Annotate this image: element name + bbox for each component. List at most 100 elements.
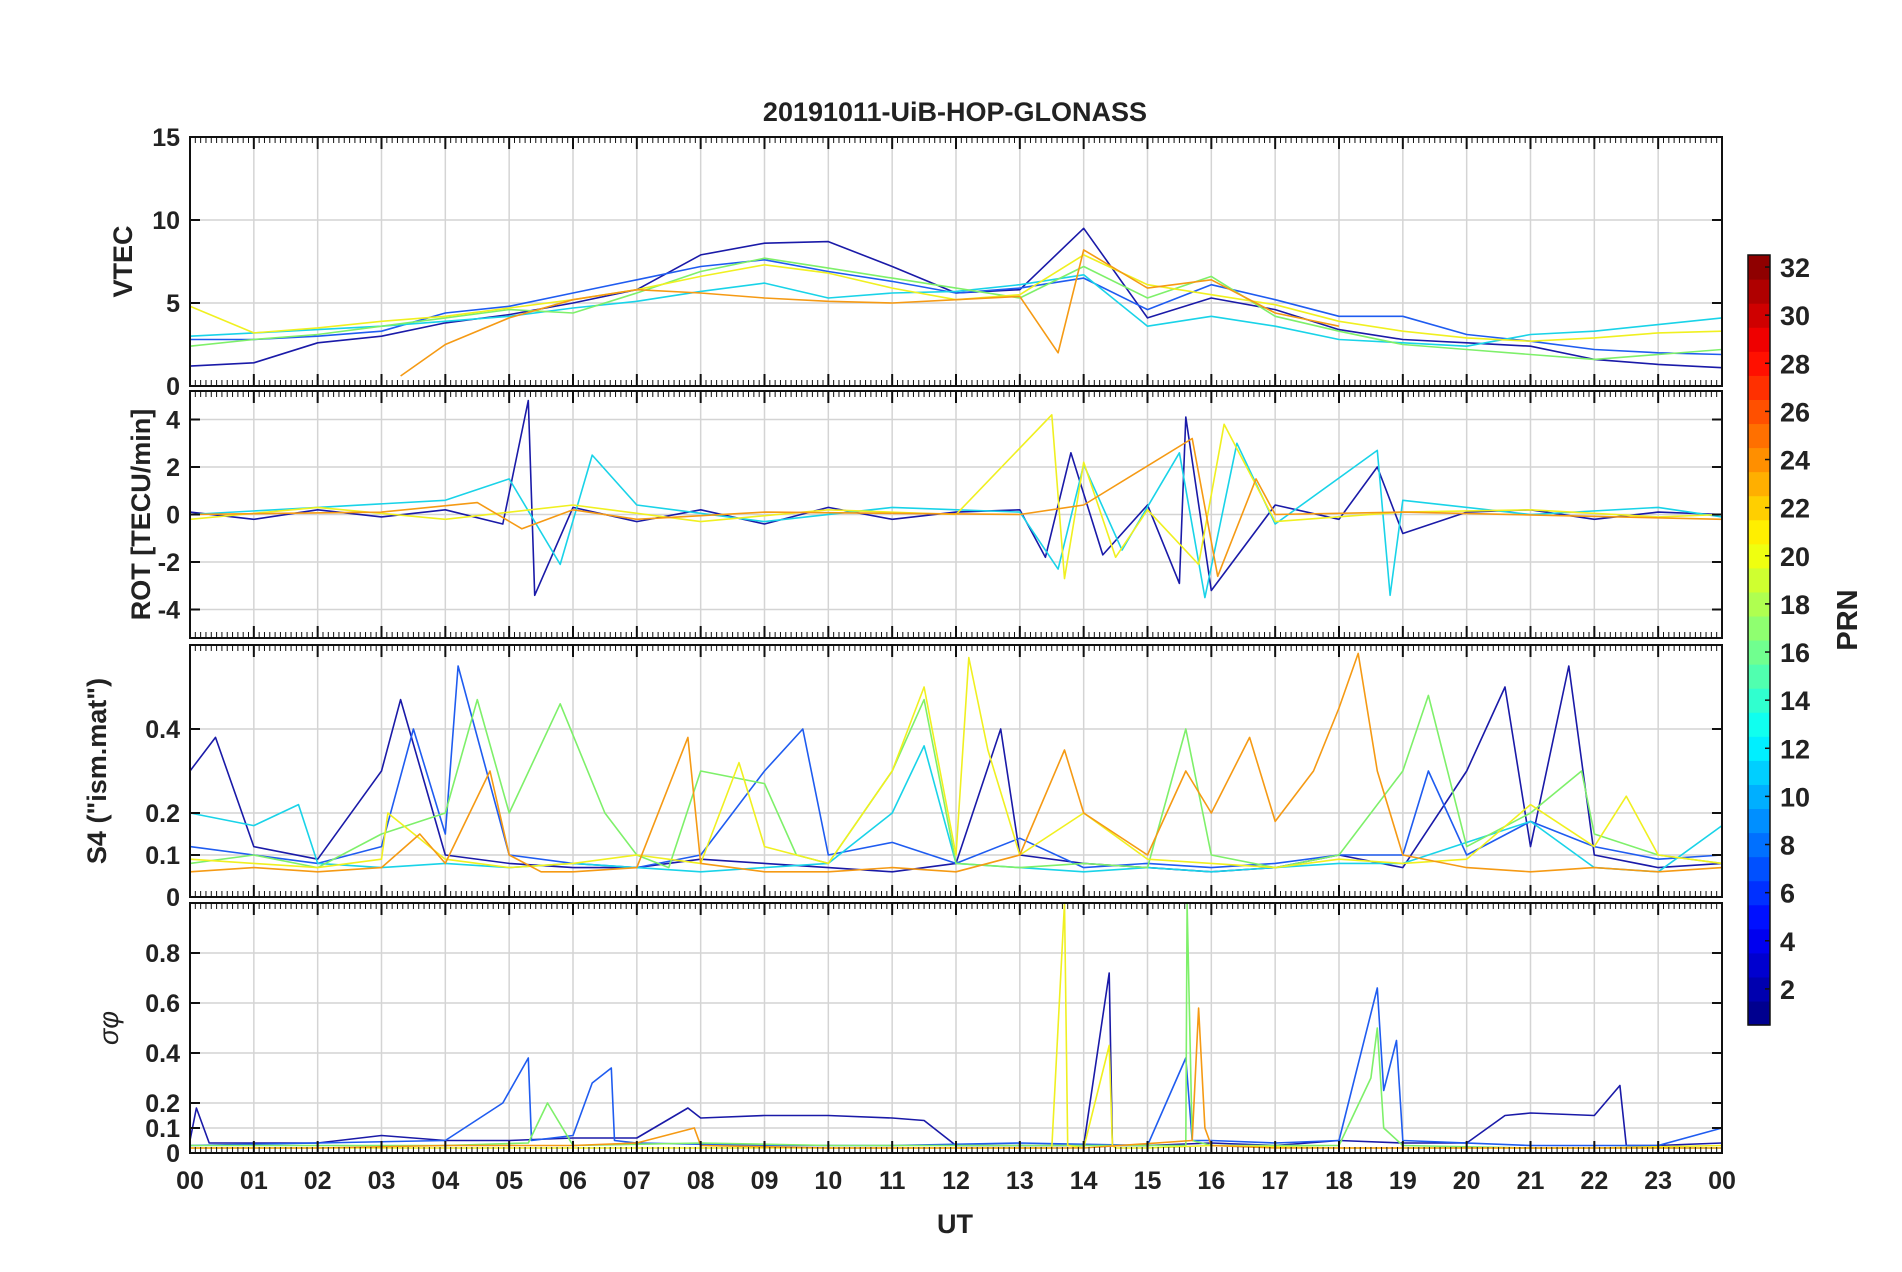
x-tick-label: 02 (304, 1167, 332, 1195)
colorbar-segment (1748, 832, 1770, 858)
colorbar-tick-label: 10 (1780, 782, 1810, 812)
colorbar-segment (1748, 880, 1770, 906)
x-tick-label: 12 (942, 1167, 970, 1195)
colorbar-tick-label: 12 (1780, 734, 1810, 764)
colorbar-segment (1748, 543, 1770, 569)
series-line-rot-0 (189, 399, 1723, 597)
y-tick-label: 0 (166, 373, 180, 401)
colorbar-tick-label: 26 (1780, 397, 1810, 427)
x-tick-label: 18 (1325, 1167, 1353, 1195)
colorbar-segment (1748, 808, 1770, 834)
colorbar-segment (1748, 784, 1770, 810)
colorbar-segment (1748, 567, 1770, 593)
colorbar-segment (1748, 928, 1770, 954)
x-tick-label: 13 (1006, 1167, 1034, 1195)
x-tick-label: 01 (240, 1167, 268, 1195)
x-tick-label: 09 (751, 1167, 779, 1195)
y-tick-label: 10 (152, 207, 180, 235)
y-tick-label: 0.2 (145, 1090, 180, 1118)
x-tick-label: 15 (1134, 1167, 1162, 1195)
y-tick-label: 0.1 (145, 1115, 180, 1143)
series-line-s4-5 (189, 652, 1723, 873)
colorbar-segment (1748, 423, 1770, 449)
series-line-s4-3 (189, 694, 1723, 869)
x-tick-label: 22 (1580, 1167, 1608, 1195)
colorbar-segment (1748, 688, 1770, 713)
colorbar-tick-label: 8 (1780, 831, 1795, 861)
colorbar-segment (1748, 327, 1770, 352)
colorbar-segment (1748, 279, 1770, 304)
colorbar-segment (1748, 976, 1770, 1002)
y-tick-label: 0.1 (145, 842, 180, 870)
colorbar-segment (1748, 471, 1770, 497)
x-tick-label: 11 (879, 1167, 906, 1195)
x-tick-label: 05 (495, 1167, 523, 1195)
y-tick-label: -4 (158, 597, 180, 625)
colorbar-segment (1748, 591, 1770, 617)
colorbar-tick-label: 22 (1780, 494, 1810, 524)
colorbar-segment (1748, 255, 1770, 280)
colorbar-segment (1748, 664, 1770, 689)
colorbar-segment (1748, 375, 1770, 400)
x-tick-label: 17 (1261, 1167, 1289, 1195)
colorbar-segment (1748, 303, 1770, 328)
colorbar-segment (1748, 640, 1770, 665)
colorbar-segment (1748, 736, 1770, 761)
colorbar-tick-label: 18 (1780, 590, 1810, 620)
panel-rot: -4 -2 0 2 4 ROT [TECU/min] (126, 390, 1723, 639)
y-tick-label: 5 (166, 290, 180, 318)
colorbar-segment (1748, 351, 1770, 376)
panel-vtec: 0 5 10 15 VTEC (108, 124, 1723, 401)
y-tick-label: -2 (158, 549, 180, 577)
series-line-vtec-2 (189, 274, 1723, 347)
x-tick-label: 03 (368, 1167, 396, 1195)
x-tick-label: 00 (176, 1167, 204, 1195)
colorbar-tick-label: 32 (1780, 253, 1810, 283)
x-tick-label: 16 (1197, 1167, 1225, 1195)
x-tick-label: 23 (1644, 1167, 1672, 1195)
colorbar-segment (1748, 760, 1770, 785)
y-axis-label: σφ (94, 1011, 124, 1045)
colorbar-tick-label: 28 (1780, 349, 1810, 379)
colorbar-tick-label: 20 (1780, 542, 1810, 572)
colorbar-tick-label: 30 (1780, 301, 1810, 331)
colorbar-segment (1748, 519, 1770, 545)
colorbar-tick-label: 16 (1780, 638, 1810, 668)
x-tick-label: 19 (1389, 1167, 1417, 1195)
series-line-s4-2 (189, 745, 1723, 873)
x-axis-label: UT (937, 1209, 973, 1239)
y-axis-label: ROT [TECU/min] (126, 409, 156, 620)
x-tick-label: 14 (1070, 1167, 1098, 1195)
x-tick-label: 08 (687, 1167, 715, 1195)
colorbar-segment (1748, 495, 1770, 521)
series-line-vtec-5 (400, 249, 1340, 377)
y-tick-label: 0.4 (145, 716, 180, 744)
y-tick-label: 0 (166, 884, 180, 912)
x-tick-label: 06 (559, 1167, 587, 1195)
colorbar-segment (1748, 447, 1770, 473)
panel-sigma_phi: 00.10.2 0.4 0.6 0.8 σφ 00 01 02 03 04 05 06 07 08 09 10… (94, 902, 1736, 1195)
x-tick-label: 00 (1708, 1167, 1736, 1195)
figure-title: 20191011-UiB-HOP-GLONASS (763, 97, 1147, 127)
series-line-sigma_phi-2 (190, 902, 1722, 1149)
colorbar-tick-label: 4 (1780, 927, 1795, 957)
y-axis-label: S4 ("ism.mat") (82, 678, 112, 864)
panel-s4: 0 0.1 0.2 0.4 S4 ("ism.mat") (82, 644, 1723, 912)
colorbar-tick-label: 2 (1780, 975, 1795, 1005)
colorbar-label: PRN (1832, 589, 1864, 650)
x-tick-label: 07 (623, 1167, 651, 1195)
y-tick-label: 0.8 (145, 940, 180, 968)
series-line-rot-3 (189, 437, 1723, 578)
x-tick-label: 21 (1517, 1167, 1545, 1195)
colorbar-tick-label: 14 (1780, 686, 1810, 716)
y-tick-label: 2 (166, 454, 180, 482)
y-tick-label: 0.2 (145, 800, 180, 828)
y-tick-label: 0 (166, 1140, 180, 1168)
series-line-vtec-3 (189, 257, 1723, 361)
colorbar-frame (1747, 254, 1771, 1026)
colorbar-segment (1748, 1000, 1770, 1026)
colorbar-segment (1748, 399, 1770, 425)
